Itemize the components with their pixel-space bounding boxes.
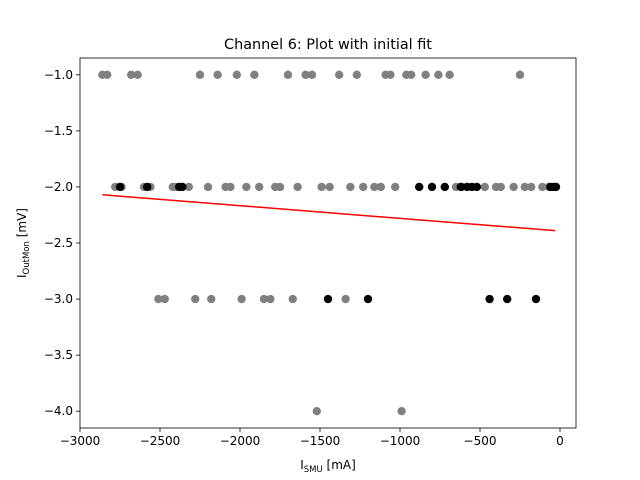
y-tick-label: −2.0	[44, 180, 73, 194]
x-tick-label: −500	[464, 434, 497, 448]
data-point-series0-7	[250, 70, 259, 80]
y-tick-label: −1.5	[44, 124, 73, 138]
data-point-series0-32	[255, 182, 264, 192]
fit-line	[102, 194, 556, 232]
x-tick-label: −1000	[380, 434, 421, 448]
data-point-series0-12	[352, 70, 361, 80]
data-point-series1-7	[456, 182, 465, 192]
data-point-series0-6	[232, 70, 241, 80]
y-tick-label: −1.0	[44, 68, 73, 82]
data-point-series0-16	[407, 70, 416, 80]
data-point-series0-39	[359, 182, 368, 192]
data-point-series0-17	[421, 70, 430, 80]
data-point-series0-55	[191, 294, 200, 304]
data-point-series0-10	[307, 70, 317, 80]
data-point-series1-18	[531, 294, 541, 304]
y-tick-label: −4.0	[44, 404, 73, 418]
data-point-series1-10	[472, 182, 481, 192]
data-point-series0-8	[283, 70, 293, 80]
data-point-series0-2	[127, 70, 136, 80]
data-point-series0-47	[496, 182, 505, 192]
data-point-series0-62	[312, 406, 321, 416]
data-point-series0-3	[133, 70, 142, 80]
data-point-series0-63	[397, 406, 406, 416]
data-point-series1-6	[440, 182, 449, 192]
data-point-series0-31	[242, 182, 251, 192]
data-point-series1-5	[427, 182, 437, 192]
data-point-series0-4	[195, 70, 205, 80]
data-point-series0-54	[160, 294, 169, 304]
data-point-series0-41	[376, 182, 385, 192]
data-point-series0-19	[445, 70, 454, 80]
data-point-series0-40	[370, 182, 379, 192]
data-layer	[98, 70, 561, 416]
data-point-series0-50	[527, 182, 536, 192]
data-point-series0-35	[293, 182, 302, 192]
data-point-series1-14	[323, 294, 333, 304]
data-point-series0-56	[207, 294, 216, 304]
data-point-series0-28	[203, 182, 213, 192]
y-axis-label: IOutMon [mV]	[15, 208, 32, 278]
data-point-series0-20	[515, 70, 525, 80]
x-tick-label: 0	[556, 434, 564, 448]
data-point-series0-51	[538, 182, 547, 192]
x-tick-label: −1500	[300, 434, 341, 448]
data-point-series0-58	[259, 294, 269, 304]
data-point-series1-0	[115, 182, 125, 192]
data-point-series0-36	[317, 182, 326, 192]
data-point-series0-1	[103, 70, 112, 80]
data-point-series1-17	[503, 294, 512, 304]
data-point-series0-53	[154, 294, 163, 304]
chart-title: Channel 6: Plot with initial fit	[224, 37, 432, 53]
y-tick-label: −3.0	[44, 292, 73, 306]
data-point-series0-5	[213, 70, 222, 80]
y-tick-label: −3.5	[44, 348, 73, 362]
x-tick-label: −3000	[60, 434, 101, 448]
data-point-series0-38	[346, 182, 355, 192]
data-point-series1-16	[485, 294, 494, 304]
data-point-series0-37	[325, 182, 334, 192]
data-point-series0-49	[520, 182, 529, 192]
data-point-series0-45	[480, 182, 489, 192]
data-point-series0-18	[434, 70, 443, 80]
data-point-series1-13	[551, 182, 561, 192]
data-point-series1-4	[415, 182, 424, 192]
data-point-series0-27	[184, 182, 193, 192]
data-point-series1-1	[143, 182, 152, 192]
data-point-series1-15	[363, 294, 373, 304]
x-axis: −3000 −2500 −2000 −1500 −1000 −500 0	[60, 428, 564, 448]
data-point-series0-60	[288, 294, 297, 304]
x-tick-label: −2500	[140, 434, 181, 448]
data-point-series0-42	[391, 182, 400, 192]
data-point-series0-9	[301, 70, 310, 80]
y-axis: −1.0 −1.5 −2.0 −2.5 −3.0 −3.5 −4.0	[44, 68, 80, 418]
data-point-series0-48	[509, 182, 518, 192]
y-tick-label: −2.5	[44, 236, 73, 250]
data-point-series0-34	[275, 182, 285, 192]
data-point-series1-3	[178, 182, 187, 192]
data-point-series0-57	[237, 294, 246, 304]
x-axis-label: ISMU [mA]	[300, 458, 356, 475]
data-point-series0-14	[386, 70, 395, 80]
x-tick-label: −2000	[220, 434, 261, 448]
data-point-series0-30	[226, 182, 235, 192]
data-point-series0-59	[266, 294, 275, 304]
data-point-series0-61	[341, 294, 350, 304]
data-point-series0-11	[335, 70, 344, 80]
